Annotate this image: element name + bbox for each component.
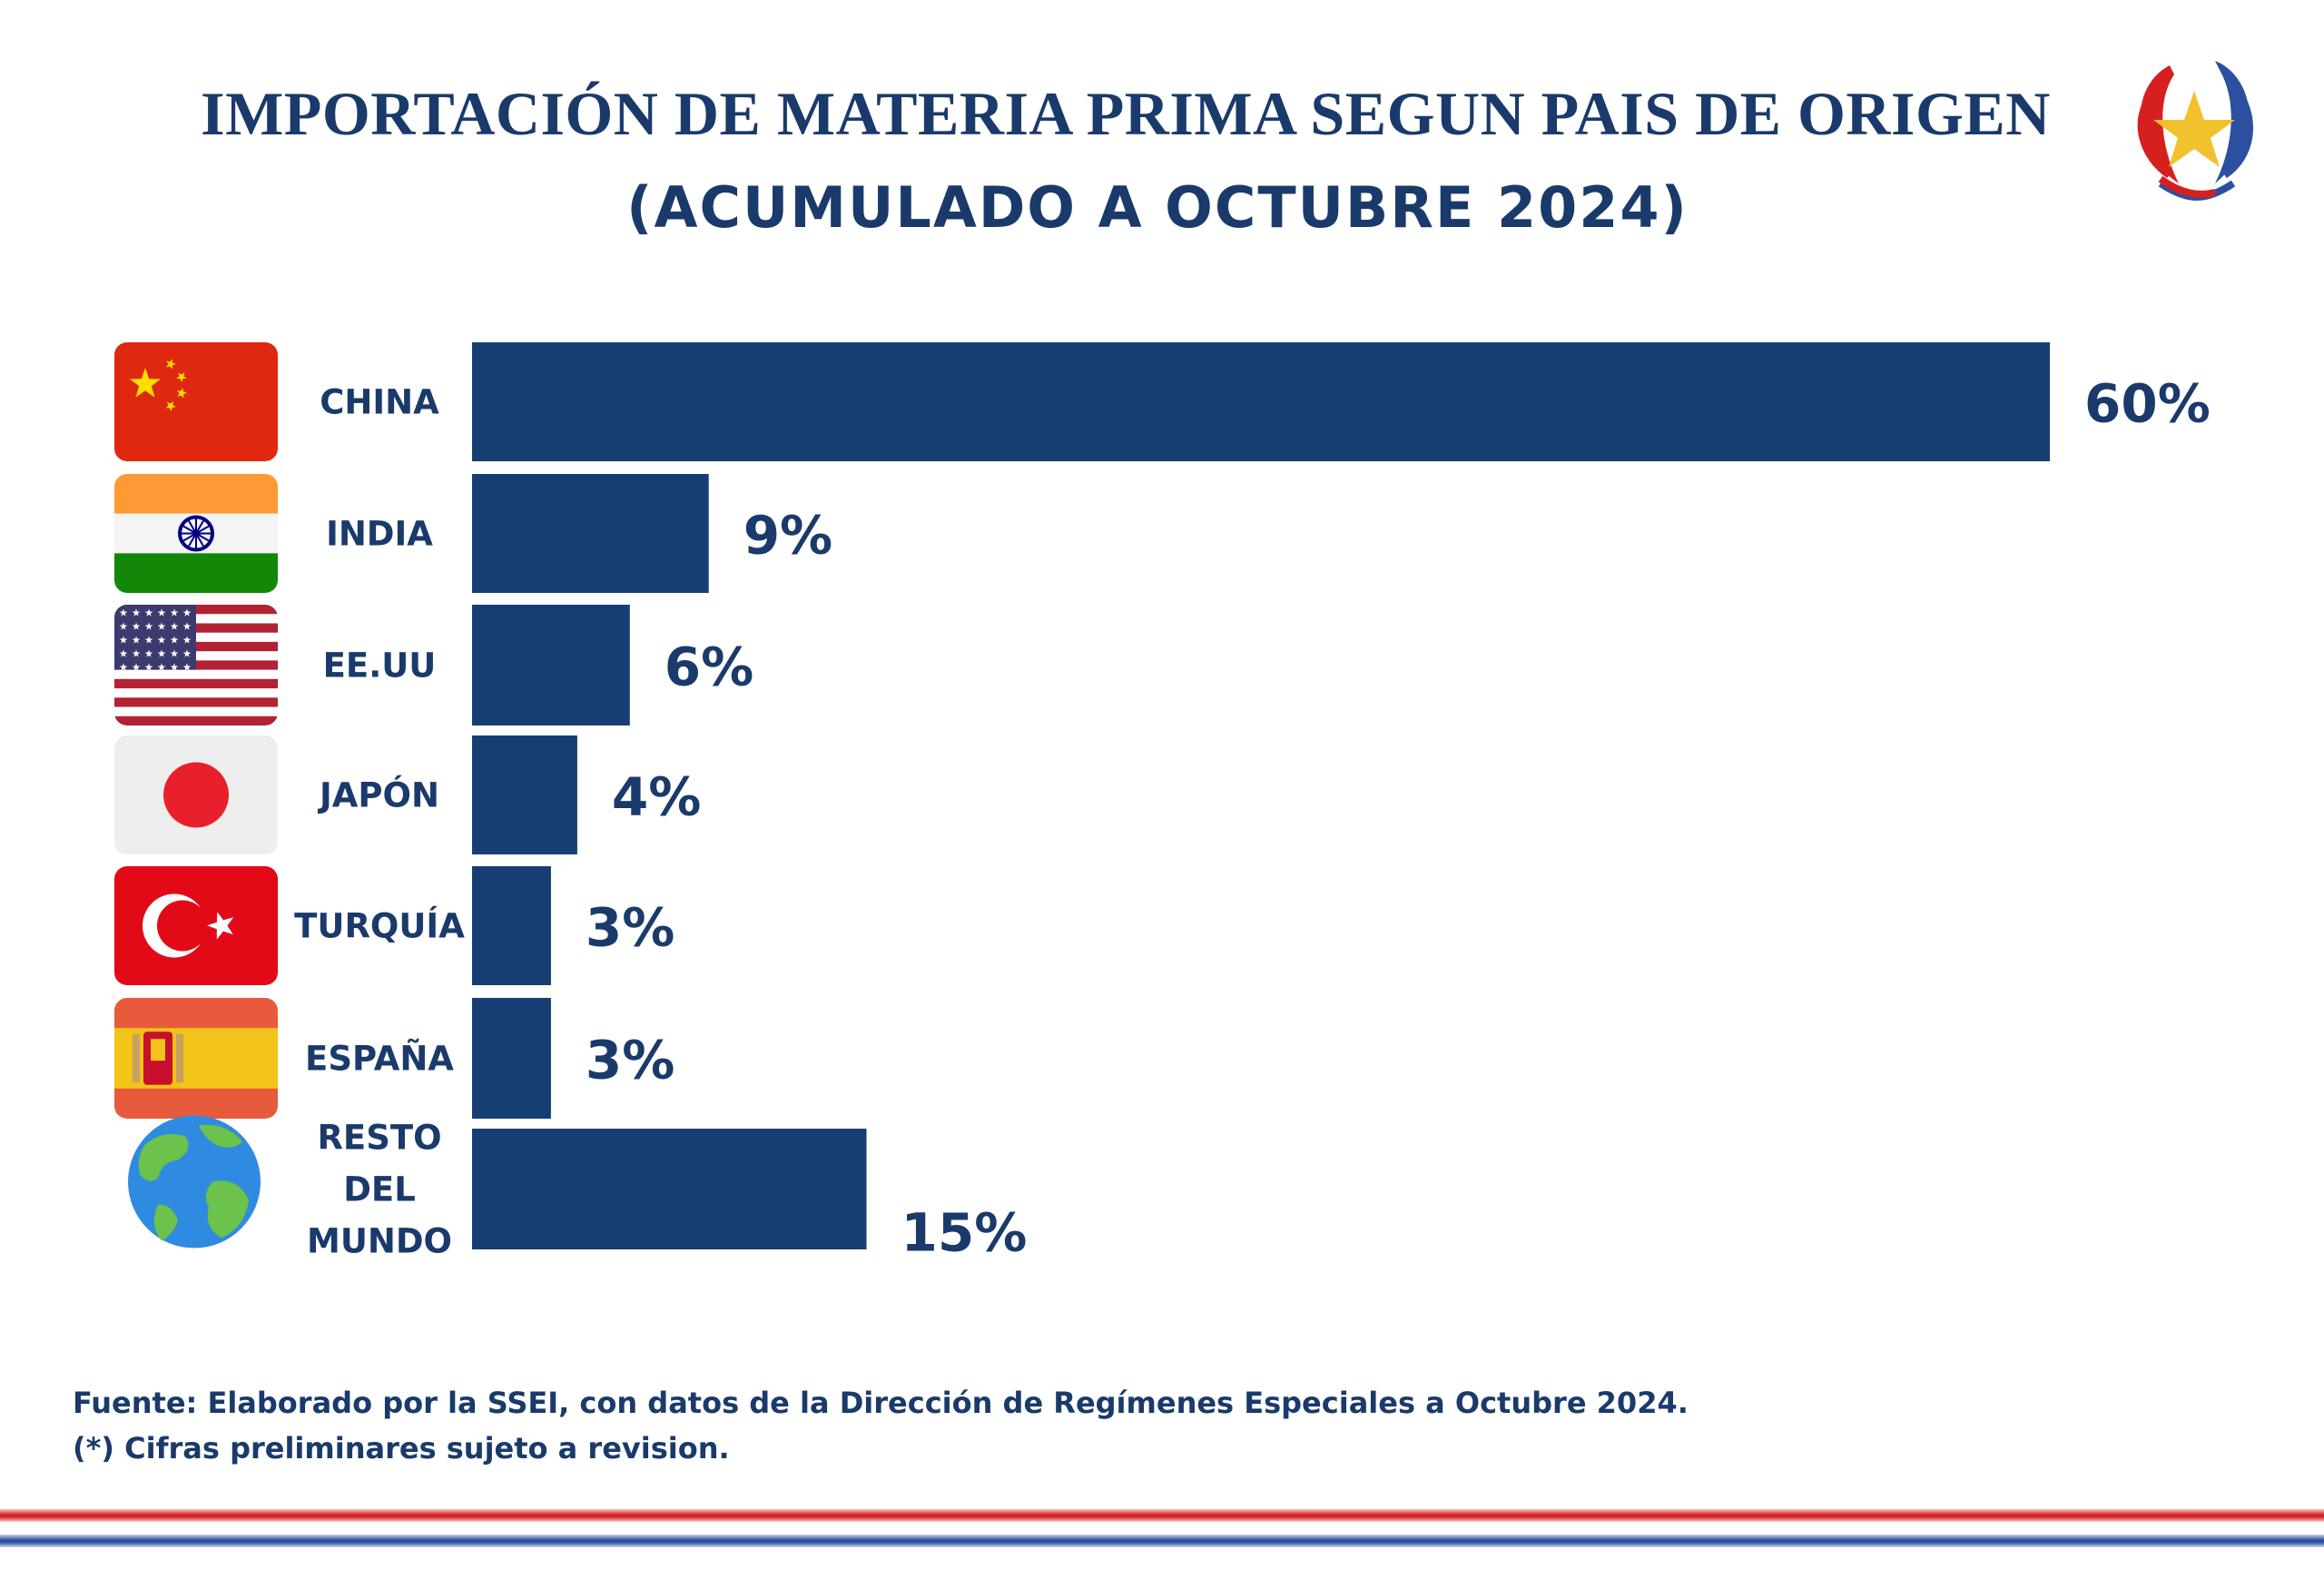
bar xyxy=(472,1129,867,1249)
red-stripe xyxy=(0,1509,2324,1522)
category-label: MUNDO xyxy=(307,1222,452,1261)
value-label: 60% xyxy=(2084,373,2211,435)
value-label: 6% xyxy=(665,637,753,698)
source-note: Fuente: Elaborado por la SSEI, con datos… xyxy=(73,1386,1689,1420)
bar xyxy=(472,866,551,985)
bar xyxy=(472,998,551,1119)
preliminary-note: (*) Cifras preliminares sujeto a revisio… xyxy=(73,1431,730,1466)
category-label: DEL xyxy=(343,1170,416,1209)
value-label: 9% xyxy=(743,505,832,567)
value-label: 4% xyxy=(612,766,701,828)
flag-4 xyxy=(114,866,278,985)
bar xyxy=(472,735,577,854)
flag-3 xyxy=(114,735,278,854)
value-label: 15% xyxy=(901,1202,1028,1264)
flag-6 xyxy=(128,1115,261,1248)
bar xyxy=(472,605,630,725)
flag-0 xyxy=(114,342,278,461)
value-label: 3% xyxy=(586,897,675,959)
flag-5 xyxy=(114,998,278,1119)
category-label: ESPAÑA xyxy=(305,1039,454,1079)
category-label: JAPÓN xyxy=(317,775,439,815)
white-stripe xyxy=(0,1522,2324,1535)
bar xyxy=(472,342,2050,461)
category-label: RESTO xyxy=(317,1119,441,1158)
bar xyxy=(472,474,709,593)
blue-stripe xyxy=(0,1535,2324,1547)
category-label: CHINA xyxy=(320,383,439,422)
paraguay-national-emblem-icon xyxy=(2137,61,2253,201)
chart-title: IMPORTACIÓN DE MATERIA PRIMA SEGUN PAIS … xyxy=(201,79,2051,148)
flag-2 xyxy=(114,605,278,725)
category-label: INDIA xyxy=(326,515,433,554)
category-label: TURQUÍA xyxy=(294,906,465,946)
flag-1 xyxy=(114,474,278,593)
category-label: EE.UU xyxy=(323,646,437,686)
value-label: 3% xyxy=(586,1030,675,1091)
chart-subtitle: (ACUMULADO A OCTUBRE 2024) xyxy=(626,174,1689,241)
